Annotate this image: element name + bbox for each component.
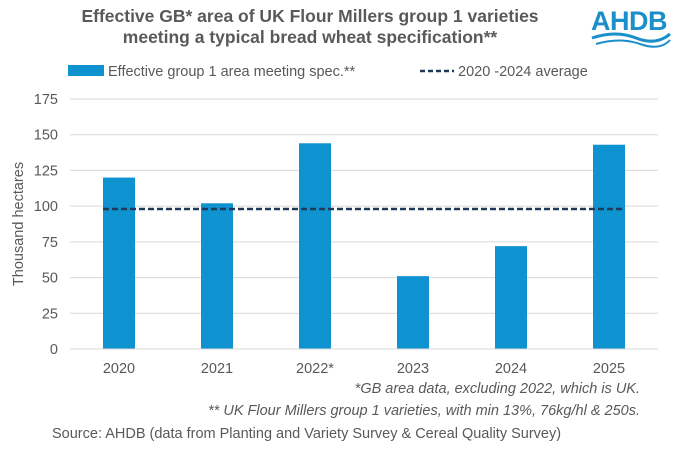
chart-title-line-2: meeting a typical bread wheat specificat… — [122, 27, 498, 47]
y-tick-label: 175 — [34, 92, 58, 108]
bar-2021 — [201, 203, 233, 349]
source-text: Source: AHDB (data from Planting and Var… — [52, 426, 562, 442]
y-tick-label: 25 — [42, 306, 58, 322]
y-tick-label: 0 — [50, 342, 58, 358]
y-tick-label: 150 — [34, 128, 58, 144]
x-tick-label: 2024 — [495, 361, 527, 377]
chart-title: Effective GB* area of UK Flour Millers g… — [30, 6, 590, 48]
bar-2023 — [397, 276, 429, 349]
logo-wave-icon — [591, 32, 671, 48]
x-tick-label: 2022* — [296, 361, 334, 377]
bars — [103, 143, 625, 349]
bar-2022 — [299, 143, 331, 349]
chart-title-line-1: Effective GB* area of UK Flour Millers g… — [81, 6, 539, 26]
footnote-gb-area: *GB area data, excluding 2022, which is … — [354, 381, 640, 397]
logo-text: AHDB — [591, 6, 668, 36]
gridlines — [70, 98, 658, 314]
bar-2025 — [593, 144, 625, 349]
legend-bar-label: Effective group 1 area meeting spec.** — [108, 64, 356, 80]
x-tick-label: 2023 — [397, 361, 429, 377]
bar-2024 — [495, 246, 527, 349]
y-tick-label: 125 — [34, 163, 58, 179]
x-tick-labels: 2020 2021 2022* 2023 2024 2025 — [103, 361, 625, 377]
y-tick-label: 50 — [42, 271, 58, 287]
x-tick-label: 2025 — [593, 361, 625, 377]
y-tick-label: 100 — [34, 199, 58, 215]
x-tick-label: 2020 — [103, 361, 135, 377]
footnote-group1-spec: ** UK Flour Millers group 1 varieties, w… — [208, 403, 640, 419]
legend: Effective group 1 area meeting spec.** 2… — [68, 64, 588, 80]
ahdb-logo: AHDB — [586, 4, 672, 48]
bar-2020 — [103, 177, 135, 349]
x-tick-label: 2021 — [201, 361, 233, 377]
y-tick-labels: 0 25 50 75 100 125 150 175 — [34, 92, 58, 358]
legend-average-label: 2020 -2024 average — [458, 64, 588, 80]
y-tick-label: 75 — [42, 235, 58, 251]
legend-bar-swatch — [68, 65, 104, 76]
y-axis-label: Thousand hectares — [11, 162, 27, 286]
